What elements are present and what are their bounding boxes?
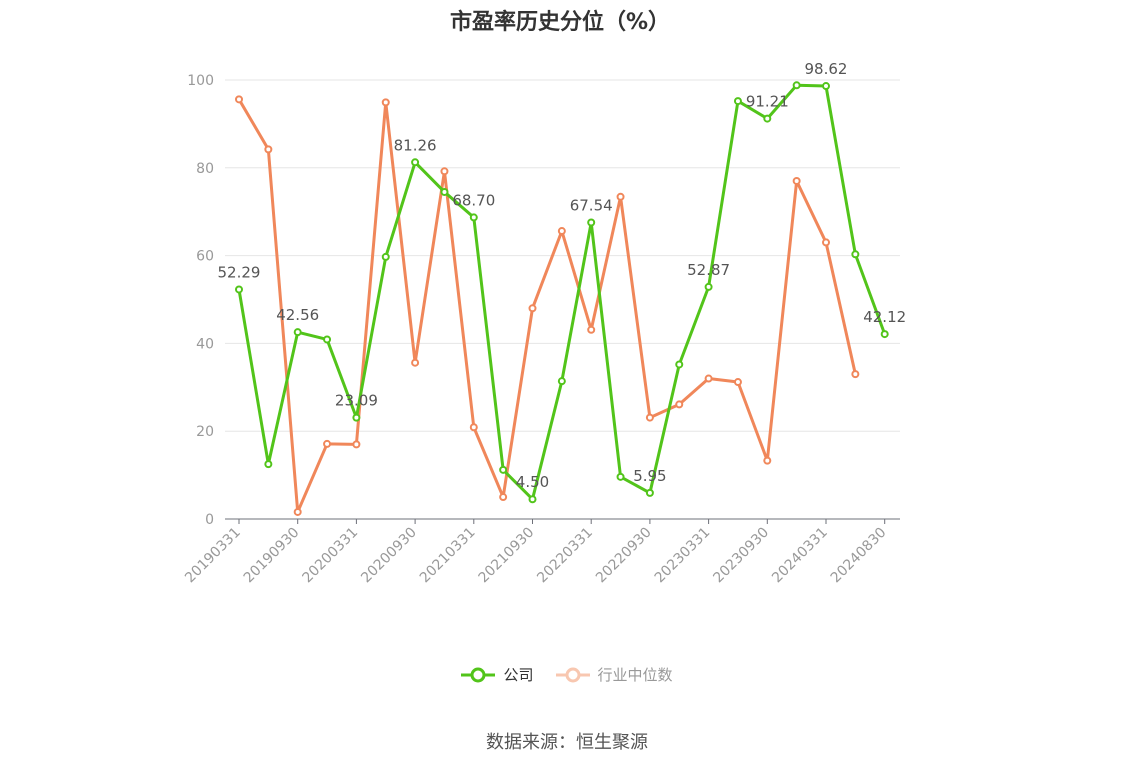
company-point bbox=[733, 97, 742, 106]
x-tick-label: 20220331 bbox=[534, 525, 596, 587]
company-point bbox=[293, 328, 302, 337]
industry-legend-icon bbox=[555, 667, 590, 682]
industry-point bbox=[323, 439, 332, 448]
chart-title: 市盈率历史分位（%） bbox=[449, 10, 671, 35]
company-point bbox=[822, 82, 830, 91]
industry-point bbox=[704, 374, 713, 383]
company-legend-icon bbox=[461, 667, 496, 682]
company-point bbox=[792, 81, 801, 90]
company-series-line bbox=[237, 83, 887, 501]
company-point bbox=[235, 285, 243, 294]
x-tick-label: 20230331 bbox=[652, 525, 714, 587]
company-data-label: 52.29 bbox=[218, 263, 261, 281]
company-point bbox=[264, 460, 273, 469]
company-data-label: 5.95 bbox=[633, 467, 666, 485]
industry-point bbox=[675, 400, 684, 409]
x-tick-label: 20200331 bbox=[300, 525, 362, 587]
company-point bbox=[587, 218, 596, 227]
industry-point bbox=[645, 413, 654, 422]
company-point bbox=[880, 330, 889, 339]
y-tick-label: 80 bbox=[196, 161, 214, 177]
data-labels: 52.29 42.56 23.09 81.26 68.70 4.50 67.54 5.95 52… bbox=[218, 60, 907, 491]
industry-point bbox=[293, 507, 302, 516]
company-point bbox=[675, 360, 684, 369]
x-tick-label: 20240830 bbox=[828, 525, 890, 587]
company-data-label: 42.56 bbox=[276, 306, 319, 324]
x-tick-label: 20240331 bbox=[769, 525, 831, 587]
legend-item-company[interactable]: 公司 bbox=[461, 664, 534, 685]
company-point bbox=[381, 252, 390, 261]
source-note: 数据来源：恒生聚源 bbox=[486, 732, 648, 753]
industry-point bbox=[381, 98, 390, 107]
company-data-label: 42.12 bbox=[863, 308, 906, 326]
x-tick-label: 20230930 bbox=[710, 525, 772, 587]
y-tick-label: 20 bbox=[196, 424, 214, 440]
company-point bbox=[323, 335, 332, 344]
x-tick-label: 20200930 bbox=[358, 525, 420, 587]
company-data-label: 98.62 bbox=[805, 60, 848, 78]
company-point bbox=[763, 114, 772, 123]
company-point bbox=[440, 187, 449, 196]
legend-label-company: 公司 bbox=[503, 666, 534, 684]
company-point bbox=[411, 158, 420, 167]
company-data-label: 67.54 bbox=[570, 196, 613, 214]
x-tick-label: 20220930 bbox=[593, 525, 655, 587]
y-tick-label: 0 bbox=[205, 512, 214, 528]
y-tick-label: 40 bbox=[196, 336, 214, 352]
industry-point bbox=[763, 456, 772, 465]
legend: 公司 行业中位数 bbox=[0, 664, 1134, 685]
industry-point bbox=[235, 95, 243, 104]
industry-point bbox=[264, 145, 273, 154]
company-data-label: 4.50 bbox=[516, 473, 549, 491]
series-layer bbox=[235, 81, 889, 516]
company-data-label: 68.70 bbox=[452, 191, 495, 209]
x-tick-label: 20190331 bbox=[182, 525, 244, 587]
industry-point bbox=[733, 378, 742, 387]
industry-point bbox=[616, 192, 625, 201]
industry-point bbox=[499, 493, 508, 502]
axes: 0 20 40 60 80 100 2019033120190930202003312020… bbox=[182, 73, 900, 586]
company-point bbox=[499, 465, 508, 474]
industry-point bbox=[528, 304, 537, 313]
x-tick-label: 20210930 bbox=[476, 525, 538, 587]
industry-point bbox=[822, 238, 830, 247]
company-point bbox=[704, 282, 713, 291]
company-point bbox=[469, 213, 478, 222]
company-data-label: 81.26 bbox=[394, 136, 437, 154]
company-point bbox=[557, 377, 566, 386]
industry-point bbox=[440, 167, 449, 176]
industry-point bbox=[792, 176, 801, 185]
legend-label-industry: 行业中位数 bbox=[597, 666, 673, 684]
company-data-label: 91.21 bbox=[746, 93, 789, 111]
company-data-label: 23.09 bbox=[335, 392, 378, 410]
industry-series-line bbox=[237, 98, 857, 514]
industry-point bbox=[557, 227, 566, 236]
industry-point bbox=[587, 325, 596, 334]
y-tick-label: 60 bbox=[196, 249, 214, 265]
x-tick-label: 20190930 bbox=[241, 525, 303, 587]
legend-item-industry[interactable]: 行业中位数 bbox=[555, 664, 673, 685]
company-data-label: 52.87 bbox=[687, 261, 730, 279]
y-tick-label: 100 bbox=[187, 73, 214, 89]
industry-point bbox=[469, 423, 478, 432]
x-tick-label: 20210331 bbox=[417, 525, 479, 587]
line-chart: 0 20 40 60 80 100 2019033120190930202003312020… bbox=[182, 60, 907, 586]
company-point bbox=[528, 495, 537, 504]
company-point bbox=[616, 472, 625, 481]
industry-point bbox=[851, 370, 860, 379]
industry-point bbox=[411, 358, 420, 367]
industry-point bbox=[352, 440, 361, 449]
company-point bbox=[645, 488, 654, 497]
company-point bbox=[851, 250, 860, 259]
company-point bbox=[352, 413, 361, 422]
